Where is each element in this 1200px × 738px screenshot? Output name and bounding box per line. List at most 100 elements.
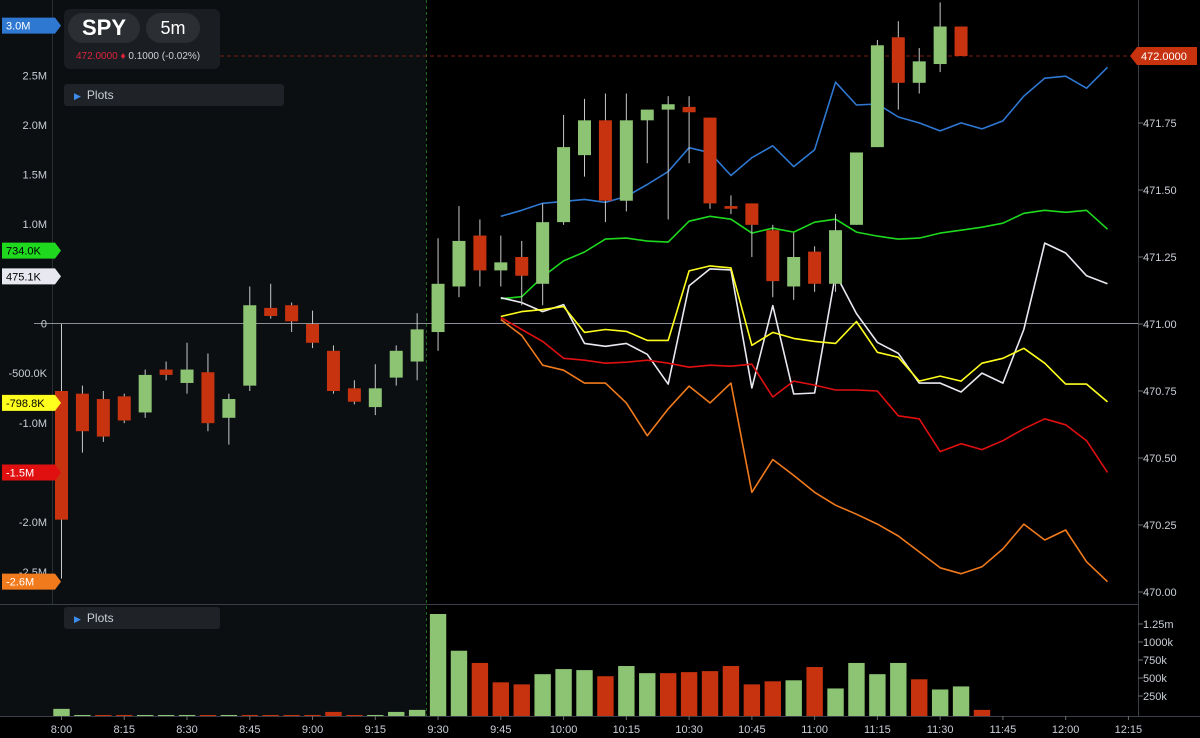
time-tick-label: 10:00 (550, 724, 578, 736)
last-price-tag-shape (1130, 47, 1197, 65)
upper-plots-toggle[interactable]: ▶ Plots (64, 84, 284, 106)
candle-body (912, 61, 926, 83)
indicator-line (500, 242, 1108, 395)
volume-tick-label: 750k (1143, 655, 1167, 667)
volume-tick-label: 250k (1143, 691, 1167, 703)
candle-body (849, 152, 863, 225)
time-tick-label: 9:30 (427, 724, 448, 736)
left-axis-label: 1.5M (23, 170, 47, 182)
candle-body (138, 374, 152, 413)
volume-bar (576, 670, 593, 716)
volume-bar (743, 684, 761, 716)
volume-bar (450, 650, 468, 716)
volume-bar (701, 671, 719, 716)
quote-line: 472.0000 ♦ 0.1000 (-0.02%) (76, 51, 200, 62)
lower-plots-toggle[interactable]: ▶ Plots (64, 607, 220, 629)
time-tick-label: 9:45 (490, 724, 511, 736)
candle-body (452, 240, 466, 287)
volume-tick-label: 500k (1143, 673, 1167, 685)
volume-bar (199, 714, 217, 716)
volume-bar (220, 714, 238, 716)
candle-body (745, 203, 759, 225)
candle-body (891, 37, 905, 83)
time-tick-label: 12:00 (1052, 724, 1080, 736)
candle-body (347, 388, 361, 402)
candle-body (578, 120, 591, 156)
left-value-tag: -798.8K (2, 394, 61, 411)
time-tick-label: 11:45 (990, 724, 1017, 736)
candle-body (536, 222, 550, 284)
candle-body (473, 235, 487, 271)
left-axis-label: 2.5M (23, 70, 47, 82)
volume-bar (429, 614, 447, 716)
lower-plots-label: Plots (86, 611, 114, 625)
volume-tick-label: 1000k (1143, 637, 1173, 649)
volume-bar (262, 714, 279, 716)
volume-bar (471, 662, 489, 716)
volume-bar (952, 686, 970, 716)
candle-body (829, 230, 843, 284)
candle-body (724, 206, 738, 209)
indicator-line (500, 66, 1109, 218)
volume-bar (157, 714, 175, 716)
left-axis-label: 1.0M (23, 219, 47, 231)
volume-bar (890, 662, 907, 716)
left-axis-label: 2.0M (23, 120, 47, 132)
volume-bar (680, 672, 698, 716)
volume-bar (325, 711, 342, 716)
volume-bar (722, 666, 740, 716)
price-tick-label: 471.25 (1143, 252, 1177, 264)
candle-body (431, 283, 445, 333)
left-value-tag-shape (2, 268, 61, 285)
left-value-tag-shape (2, 394, 61, 411)
candle-body (326, 350, 340, 391)
price-tick-label: 470.75 (1143, 386, 1177, 398)
price-tick-label: 471.75 (1143, 118, 1177, 130)
symbol-selector[interactable]: SPY (68, 13, 140, 43)
volume-bar (116, 714, 133, 716)
indicator-line (500, 265, 1109, 403)
indicator-line (500, 209, 1109, 300)
volume-bar (304, 714, 321, 716)
price-change-text: 0.1000 (-0.02%) (128, 51, 201, 62)
volume-bar (785, 680, 802, 716)
last-price-tag-label: 472.0000 (1141, 51, 1187, 63)
time-tick-label: 11:00 (801, 724, 828, 736)
time-tick-label: 10:45 (738, 724, 766, 736)
candle-body (222, 399, 236, 418)
volume-bar (827, 688, 844, 716)
left-value-tag-shape (2, 17, 61, 34)
volume-tick-label: 1.25m (1143, 619, 1174, 631)
price-tick-label: 471.50 (1143, 185, 1177, 197)
candle-body (117, 396, 131, 421)
candle-body (808, 251, 822, 284)
last-price-text: 472.0000 (76, 51, 118, 62)
candle-body (55, 391, 68, 520)
volume-bar (534, 674, 551, 716)
time-tick-label: 12:15 (1115, 724, 1143, 736)
left-value-tag-label: -798.8K (6, 398, 45, 410)
price-tick-label: 470.50 (1143, 453, 1177, 465)
indicator-line (500, 318, 1109, 583)
candle-body (306, 324, 320, 343)
volume-bar (931, 689, 949, 716)
candle-body (264, 307, 278, 316)
candle-body (640, 109, 654, 121)
candle-body (96, 399, 110, 437)
volume-bar (178, 714, 196, 716)
left-value-tag: -1.5M (2, 464, 61, 481)
time-tick-label: 10:15 (613, 724, 641, 736)
candle-body (180, 369, 194, 383)
expand-triangle-icon: ▶ (74, 614, 81, 624)
left-axis-label: 0 (41, 319, 47, 331)
timeframe-selector[interactable]: 5m (146, 13, 200, 43)
volume-bar (283, 714, 300, 716)
volume-bar (95, 714, 112, 716)
left-axis-label: -1.0M (19, 418, 47, 430)
left-axis-label: -2.0M (19, 517, 47, 529)
left-value-tag: 3.0M (2, 17, 61, 34)
candle-body (682, 106, 696, 113)
volume-bar (492, 682, 510, 716)
